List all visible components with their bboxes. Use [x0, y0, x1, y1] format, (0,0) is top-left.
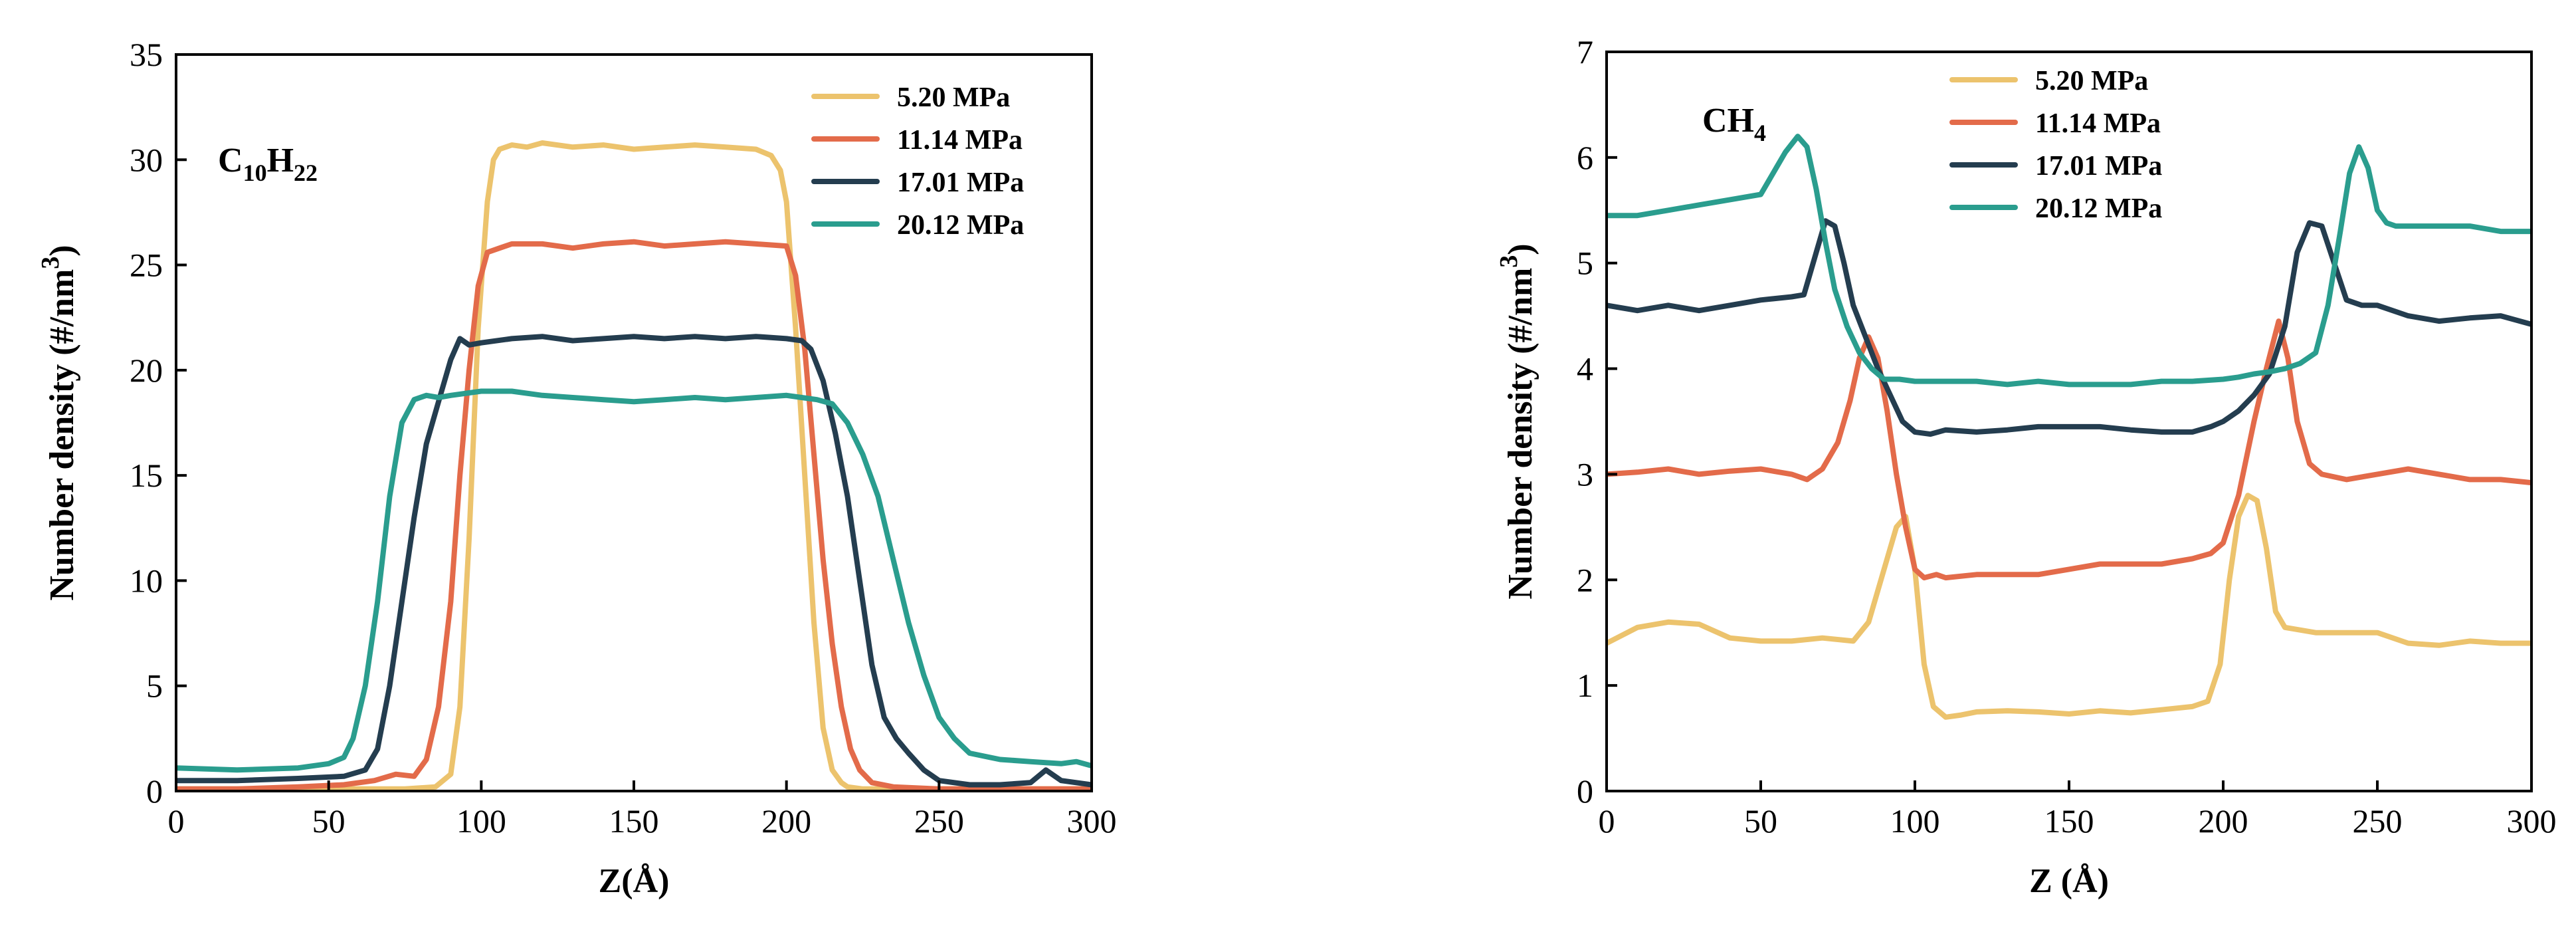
- y-tick-label: 3: [1577, 455, 1593, 493]
- y-tick-label: 6: [1577, 139, 1593, 176]
- y-tick-label: 7: [1577, 33, 1593, 70]
- series-group: [176, 140, 1092, 791]
- series-group: [1607, 134, 2531, 720]
- legend-label-2: 17.01 MPa: [2035, 151, 2162, 181]
- y-tick-label: 0: [1577, 772, 1593, 810]
- y-tick-label: 0: [146, 772, 163, 810]
- x-tick-label: 250: [914, 802, 964, 840]
- y-tick-label: 5: [1577, 245, 1593, 282]
- x-axis-label: Z(Å): [599, 862, 670, 900]
- annotation-main: C: [218, 142, 243, 179]
- y-axis-label-main: Number density: [43, 356, 81, 601]
- y-tick-label: 35: [130, 36, 163, 73]
- x-tick-label: 300: [1067, 802, 1117, 840]
- legend-label-1: 11.14 MPa: [2035, 108, 2161, 139]
- chart-decane-density: 0 50 100 150 200 250 300 0 5 10 15 20 25 30 35 Z(Å) Numb…: [37, 36, 1117, 900]
- x-tick-label: 0: [168, 802, 185, 840]
- annotation-sub1: 10: [243, 160, 267, 186]
- x-tick-label: 200: [761, 802, 811, 840]
- series-line-2: [176, 334, 1092, 788]
- x-tick-label: 100: [1890, 802, 1940, 840]
- compound-annotation: C10H22: [218, 142, 318, 186]
- x-tick-label: 50: [1744, 802, 1777, 840]
- chart-methane-density: 0 50 100 150 200 250 300 0 1 2 3 4 5 6 7 Z (Å) Number de…: [1495, 33, 2557, 900]
- y-axis-label: Number density (#/nm3): [1495, 243, 1539, 599]
- y-tick-label: 2: [1577, 561, 1593, 598]
- y-tick-label: 30: [130, 141, 163, 178]
- legend-label-3: 20.12 MPa: [897, 210, 1024, 241]
- x-tick-label: 200: [2199, 802, 2248, 840]
- y-axis-label-sup: 3: [37, 257, 64, 269]
- legend-label-1: 11.14 MPa: [897, 125, 1023, 156]
- series-line-0: [1607, 493, 2531, 720]
- y-tick-label: 25: [130, 247, 163, 284]
- legend-label-3: 20.12 MPa: [2035, 193, 2162, 224]
- series-line-0: [176, 140, 1092, 791]
- y-axis-label-sup: 3: [1495, 255, 1523, 268]
- y-axis-label-unit: (#/nm: [1502, 268, 1539, 354]
- annotation-main: CH: [1702, 102, 1754, 140]
- series-line-1: [176, 239, 1092, 791]
- compound-annotation: CH4: [1702, 102, 1766, 146]
- series-line-1: [1607, 318, 2531, 581]
- y-tick-label: 5: [146, 667, 163, 705]
- annotation-sub1: 4: [1754, 120, 1766, 146]
- y-axis-label-close: ): [1502, 243, 1539, 255]
- x-tick-label: 50: [312, 802, 346, 840]
- x-tick-label: 250: [2353, 802, 2403, 840]
- y-axis-label-main: Number density: [1502, 354, 1539, 600]
- x-tick-label: 300: [2507, 802, 2557, 840]
- annotation-mid: H: [267, 142, 294, 179]
- x-tick-label: 150: [609, 802, 659, 840]
- y-tick-label: 1: [1577, 667, 1593, 704]
- y-axis-label: Number density (#/nm3): [37, 245, 81, 600]
- y-tick-label: 10: [130, 562, 163, 599]
- legend-label-2: 17.01 MPa: [897, 168, 1024, 198]
- y-axis-label-close: ): [43, 245, 81, 256]
- y-tick-label: 15: [130, 457, 163, 494]
- annotation-sub2: 22: [294, 160, 318, 186]
- legend-label-0: 5.20 MPa: [897, 82, 1010, 113]
- legend-label-0: 5.20 MPa: [2035, 66, 2148, 96]
- x-axis-label: Z (Å): [2029, 862, 2109, 900]
- series-line-3: [1607, 134, 2531, 388]
- y-tick-label: 4: [1577, 350, 1593, 388]
- x-tick-label: 150: [2044, 802, 2094, 840]
- legend: 5.20 MPa 11.14 MPa 17.01 MPa 20.12 MPa: [1949, 66, 2162, 224]
- series-line-2: [1607, 218, 2531, 437]
- y-tick-label: 20: [130, 352, 163, 389]
- x-tick-label: 100: [456, 802, 506, 840]
- series-line-3: [176, 388, 1092, 773]
- legend: 5.20 MPa 11.14 MPa 17.01 MPa 20.12 MPa: [811, 82, 1024, 241]
- x-tick-label: 0: [1599, 802, 1615, 840]
- y-axis-label-unit: (#/nm: [43, 269, 81, 356]
